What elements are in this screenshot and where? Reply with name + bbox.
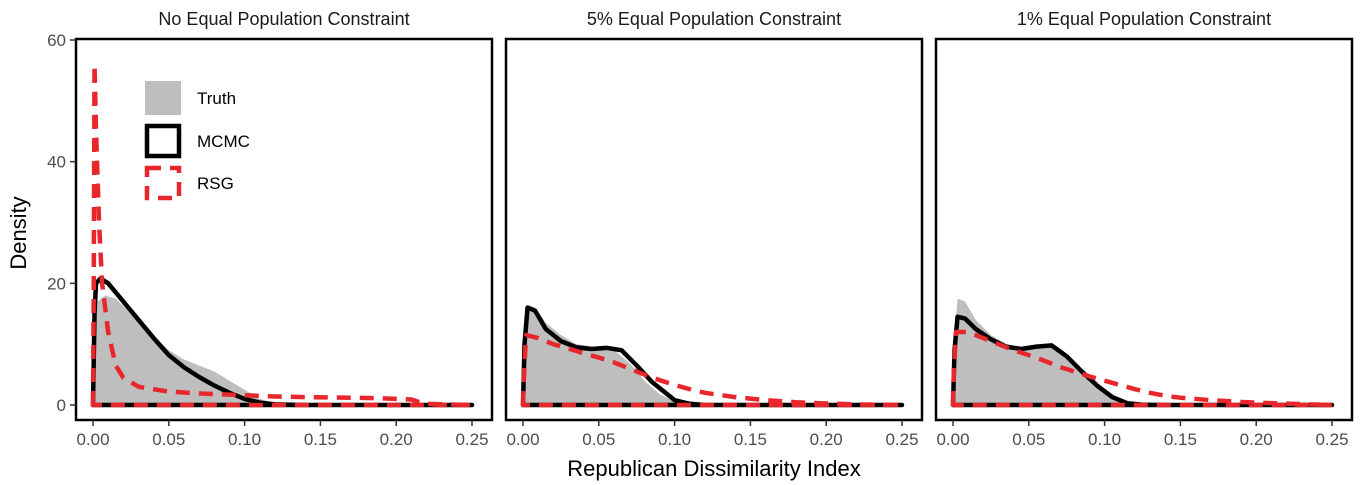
rsg-density-line	[950, 329, 1335, 408]
rsg-density-line	[90, 62, 475, 408]
x-tick-label: 0.05	[152, 430, 185, 449]
x-tick-label: 0.05	[582, 430, 615, 449]
x-tick-label: 0.20	[1240, 430, 1273, 449]
y-tick-label: 0	[57, 396, 66, 415]
truth-density-area	[93, 295, 472, 405]
y-tick-label: 20	[47, 274, 66, 293]
x-tick-label: 0.10	[658, 430, 691, 449]
truth-density-area	[523, 304, 902, 405]
x-tick-label: 0.10	[1088, 430, 1121, 449]
x-tick-label: 0.20	[810, 430, 843, 449]
legend-label: RSG	[197, 174, 234, 193]
legend-key-truth	[145, 81, 181, 115]
legend-label: Truth	[197, 89, 236, 108]
x-tick-label: 0.25	[1315, 430, 1348, 449]
y-tick-label: 60	[47, 31, 66, 50]
x-tick-label: 0.10	[228, 430, 261, 449]
panel-border	[504, 37, 924, 422]
panel-plot-area	[950, 298, 1335, 408]
x-tick-label: 0.00	[506, 430, 539, 449]
legend: Truth MCMC RSG	[144, 81, 250, 201]
x-tick-label: 0.15	[734, 430, 767, 449]
x-axis-title: Republican Dissimilarity Index	[567, 456, 860, 481]
mcmc-density-line	[520, 305, 905, 408]
panel: 1% Equal Population Constraint 0.00 0.05 0.…	[934, 9, 1354, 449]
legend-key-rsg	[144, 165, 182, 201]
panel: No Equal Population Constraint 0.00 0.05 0.…	[74, 9, 494, 449]
panel-plot-area	[90, 62, 475, 408]
y-axis: 0 20 40 60	[47, 31, 76, 415]
x-tick-label: 0.00	[936, 430, 969, 449]
x-tick-label: 0.25	[455, 430, 488, 449]
legend-label: MCMC	[197, 132, 250, 151]
truth-density-area	[953, 298, 1332, 405]
panel-border	[74, 37, 494, 422]
x-tick-label: 0.15	[304, 430, 337, 449]
y-axis-title: Density	[6, 196, 31, 269]
x-tick-label: 0.00	[76, 430, 109, 449]
panel-border	[934, 37, 1354, 422]
panel-title: 5% Equal Population Constraint	[587, 9, 841, 29]
legend-key-mcmc	[144, 123, 182, 159]
x-tick-label: 0.25	[885, 430, 918, 449]
panel-title: 1% Equal Population Constraint	[1017, 9, 1271, 29]
panels-layer: No Equal Population Constraint 0.00 0.05 0.…	[74, 9, 1354, 449]
panel-title: No Equal Population Constraint	[158, 9, 409, 29]
x-tick-label: 0.20	[380, 430, 413, 449]
x-tick-label: 0.05	[1012, 430, 1045, 449]
y-tick-label: 40	[47, 153, 66, 172]
panel-plot-area	[520, 304, 905, 408]
x-tick-label: 0.15	[1164, 430, 1197, 449]
panel: 5% Equal Population Constraint 0.00 0.05 0.…	[504, 9, 924, 449]
